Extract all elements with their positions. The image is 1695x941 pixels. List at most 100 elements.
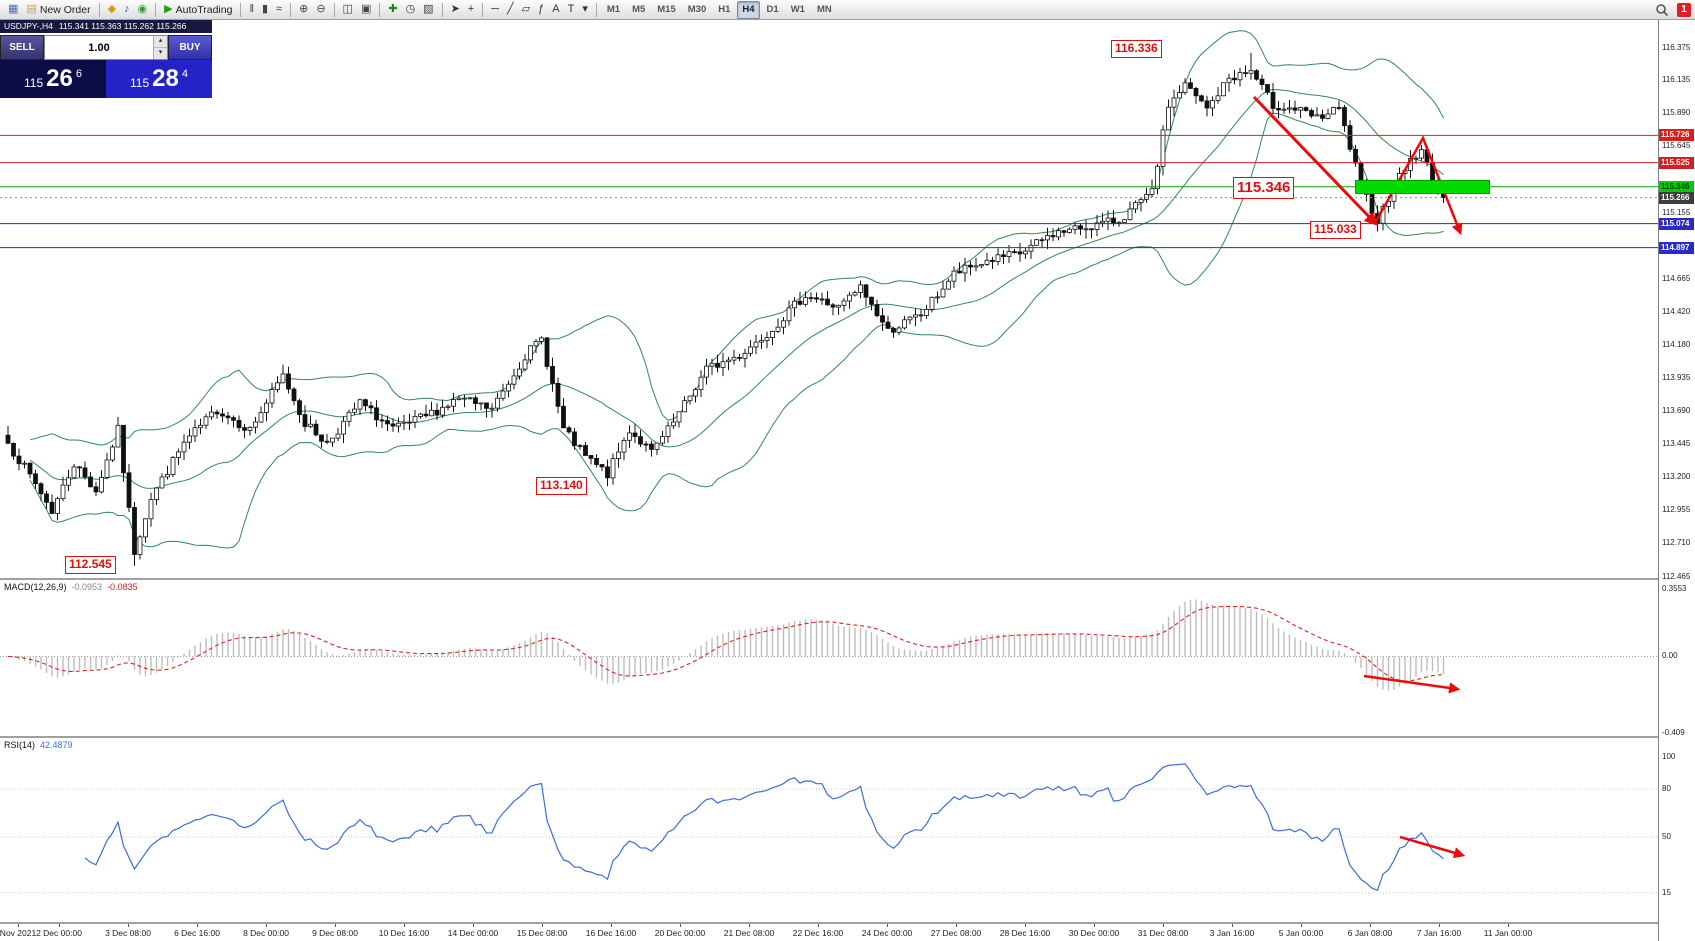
horizontal-line-icon: ─ — [491, 3, 500, 15]
time-label: Nov 2021 — [0, 928, 37, 938]
timeframe-mn-button[interactable]: MN — [816, 4, 832, 15]
bollinger-band — [29, 112, 1444, 549]
price-annotation[interactable]: 116.336 — [1111, 40, 1162, 58]
toolbar-separator — [155, 2, 157, 17]
time-tick — [335, 924, 336, 927]
panel-separator[interactable] — [0, 922, 1658, 924]
bounce-rejection-arrow[interactable] — [1373, 135, 1463, 236]
candlestick-icon: ▮ — [261, 3, 269, 15]
price-tag: 115.074 — [1659, 218, 1694, 230]
volume-increase-button[interactable]: ▴ — [154, 36, 167, 48]
bar-chart-button[interactable]: ‖ — [245, 0, 258, 19]
timeframe-m5-button[interactable]: M5 — [632, 4, 646, 15]
zoom-in-button[interactable]: ⊕ — [295, 0, 312, 19]
rsi-direction-arrow[interactable] — [1399, 835, 1466, 859]
panel-separator[interactable] — [0, 578, 1658, 580]
macd-main-value: -0.0953 — [71, 582, 103, 592]
new-order-button-label: New Order — [39, 3, 91, 16]
time-tick — [128, 924, 129, 927]
macd-indicator-panel[interactable] — [0, 580, 1658, 736]
text-button[interactable]: A — [548, 0, 563, 19]
channel-button[interactable]: ▱ — [518, 0, 534, 19]
volume-decrease-button[interactable]: ▾ — [154, 48, 167, 59]
fibonacci-button[interactable]: ƒ — [534, 0, 548, 19]
time-tick — [749, 924, 750, 927]
one-click-trading-panel: USDJPY-,H4 115.341 115.363 115.262 115.26… — [0, 20, 212, 98]
time-tick — [1232, 924, 1233, 927]
price-annotation[interactable]: 115.346 — [1233, 177, 1295, 199]
price-annotation[interactable]: 113.140 — [536, 477, 587, 495]
text-icon: A — [552, 3, 560, 15]
line-chart-button[interactable]: ≈ — [272, 0, 286, 19]
trendline-button[interactable]: ╱ — [503, 0, 518, 19]
arrange-windows-icon: ▣ — [360, 3, 372, 15]
price-tick: 113.935 — [1662, 373, 1691, 382]
toolbar-separator — [98, 2, 100, 17]
price-scale-separator — [1658, 20, 1659, 941]
zoom-out-icon: ⊖ — [316, 3, 326, 15]
timeframe-d1-button[interactable]: D1 — [766, 4, 779, 15]
zoom-out-button[interactable]: ⊖ — [312, 0, 329, 19]
time-tick — [197, 924, 198, 927]
label-button[interactable]: T — [564, 0, 579, 19]
sell-button[interactable]: SELL — [0, 35, 44, 60]
search-button[interactable] — [1651, 0, 1673, 19]
autotrading-play-icon: ▶ — [164, 3, 173, 15]
time-tick — [956, 924, 957, 927]
timeframe-h1-button[interactable]: H1 — [718, 4, 731, 15]
indicators-button[interactable]: ✚ — [384, 0, 401, 19]
time-label: 3 Jan 16:00 — [1209, 928, 1255, 938]
arrange-windows-button[interactable]: ▣ — [357, 0, 375, 19]
notification-badge[interactable]: 1 — [1677, 2, 1691, 17]
rsi-scale-label: 15 — [1662, 888, 1671, 897]
buy-button[interactable]: BUY — [168, 35, 212, 60]
sound-button[interactable]: ♪ — [120, 0, 134, 19]
price-scale[interactable]: 116.375 116.135 115.890 115.645 115.155 114.6… — [1659, 20, 1695, 941]
cursor-icon: ➤ — [450, 3, 460, 15]
price-chart-panel[interactable] — [0, 20, 1658, 578]
time-label: 22 Dec 16:00 — [792, 928, 844, 938]
timeframe-m1-button[interactable]: M1 — [606, 4, 621, 15]
time-label: 20 Dec 00:00 — [654, 928, 706, 938]
price-annotation[interactable]: 115.033 — [1310, 221, 1361, 239]
bollinger-band — [29, 30, 1444, 446]
rsi-scale-label: 80 — [1662, 784, 1671, 793]
chart-window-button[interactable]: ▦ — [4, 0, 22, 19]
fibonacci-icon: ƒ — [538, 3, 545, 15]
time-axis[interactable]: Nov 2021 2 Dec 00:00 3 Dec 08:00 6 Dec 16:0… — [0, 924, 1658, 941]
templates-button[interactable]: ▧ — [419, 0, 437, 19]
price-annotation[interactable]: 112.545 — [65, 556, 116, 574]
timeframe-w1-button[interactable]: W1 — [790, 4, 805, 15]
ask-price[interactable]: 115 28 4 — [106, 60, 212, 98]
time-tick — [266, 924, 267, 927]
timeframe-m15-button[interactable]: M15 — [657, 4, 676, 15]
rsi-value: 42.4879 — [40, 740, 73, 750]
price-tag: 114.897 — [1659, 242, 1694, 254]
toolbar-separator — [333, 2, 335, 17]
shapes-button[interactable]: ▾ — [578, 0, 592, 19]
horizontal-line-button[interactable]: ─ — [487, 0, 503, 19]
tile-windows-button[interactable]: ◫ — [339, 0, 357, 19]
rsi-indicator-panel[interactable] — [0, 738, 1658, 922]
bid-price[interactable]: 115 26 6 — [0, 60, 106, 98]
price-tick: 114.665 — [1662, 274, 1691, 283]
styles-button[interactable]: ◆ — [104, 0, 120, 19]
autotrading-button[interactable]: ▶ AutoTrading — [160, 0, 236, 19]
support-zone-highlight[interactable] — [1355, 180, 1490, 194]
time-label: 6 Jan 08:00 — [1347, 928, 1393, 938]
decline-trend-arrow[interactable] — [1252, 95, 1378, 226]
toolbar-separator — [441, 2, 443, 17]
crosshair-button[interactable]: + — [464, 0, 478, 19]
periods-button[interactable]: ◷ — [402, 0, 420, 19]
toolbar-separator — [240, 2, 242, 17]
timeframe-m30-button[interactable]: M30 — [687, 4, 707, 15]
macd-direction-arrow[interactable] — [1363, 674, 1461, 694]
cursor-button[interactable]: ➤ — [447, 0, 464, 19]
candlestick-button[interactable]: ▮ — [258, 0, 272, 19]
new-order-button[interactable]: ▤ New Order — [22, 0, 94, 19]
panel-separator[interactable] — [0, 736, 1658, 738]
volume-input[interactable] — [45, 36, 153, 59]
timeframe-h4-button[interactable]: H4 — [737, 0, 760, 19]
record-button[interactable]: ◉ — [134, 0, 152, 19]
